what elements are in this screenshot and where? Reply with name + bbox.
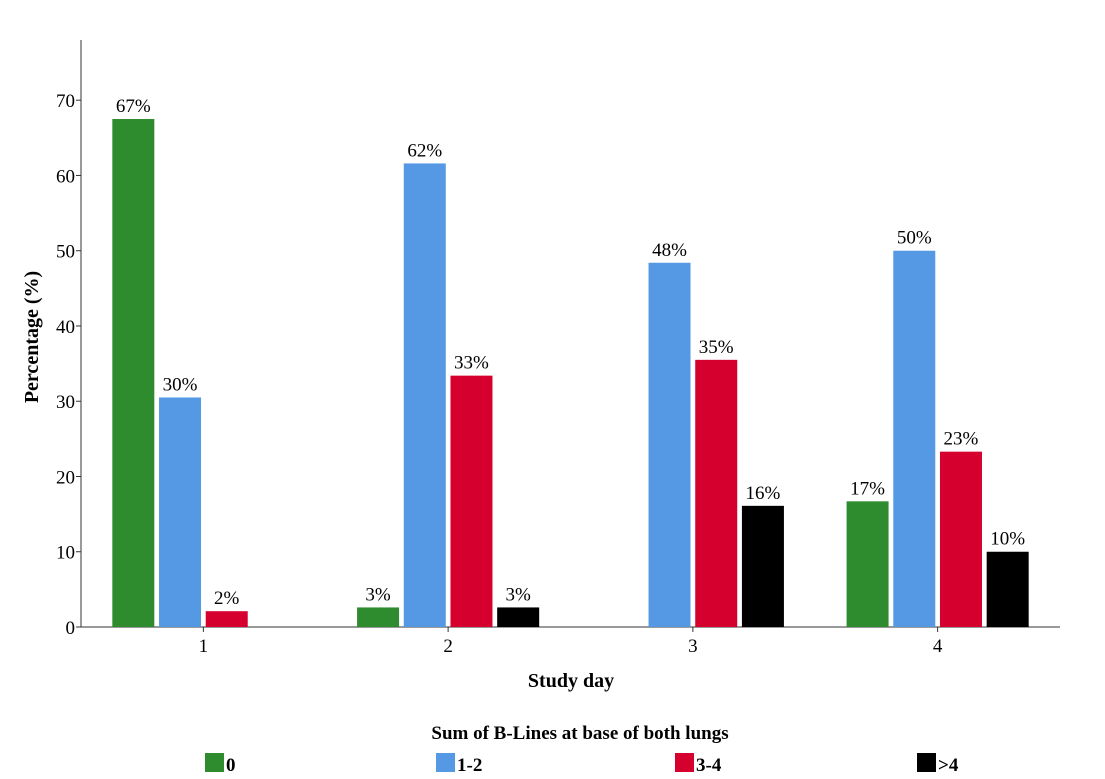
x-tick-label: 4 [933,636,943,657]
data-label: 50% [897,228,932,249]
data-label: 30% [163,374,198,395]
legend-swatch->4 [917,753,936,772]
y-tick-label: 50 [56,242,75,263]
data-label: 17% [850,478,885,499]
bar-3-4-day-1 [205,611,248,627]
data-label: 2% [214,588,240,609]
data-label: 23% [944,429,979,450]
bar-1-2-day-4 [893,250,936,627]
x-axis-title: Study day [528,670,614,692]
y-axis-title: Percentage (%) [21,271,43,403]
y-tick-label: 10 [56,543,75,564]
legend-label->4: >4 [938,755,959,776]
x-tick-label: 2 [443,636,453,657]
bars [112,119,1029,628]
data-label: 33% [454,353,489,374]
y-tick-label: 0 [66,618,76,639]
y-tick-label: 60 [56,166,75,187]
data-label: 62% [407,140,442,161]
bar-3-4-day-3 [695,359,738,627]
data-label: 35% [699,337,734,358]
y-tick-label: 20 [56,467,75,488]
x-tick-label: 1 [199,636,209,657]
legend-title: Sum of B-Lines at base of both lungs [431,723,728,744]
legend-label-3-4: 3-4 [696,755,722,776]
legend-label-0: 0 [226,755,236,776]
bar-3-4-day-2 [450,375,493,627]
legend-swatch-3-4 [675,753,694,772]
bar->4-day-4 [986,551,1029,627]
bar-0-day-1 [112,119,155,628]
bar-0-day-2 [357,607,400,627]
x-tick-label: 3 [688,636,698,657]
data-label: 67% [116,96,151,117]
legend: 0 1-2 3-4 >4 [205,753,959,776]
data-label: 3% [365,584,391,605]
data-label: 3% [506,584,532,605]
legend-label-1-2: 1-2 [457,755,482,776]
legend-swatch-1-2 [436,753,455,772]
data-label: 48% [652,240,687,261]
y-tick-label: 40 [56,317,75,338]
data-label: 10% [990,529,1025,550]
data-labels: 67% 30% 2% 3% 62% 33% 3% 48% 35% 16% 17% 50% 23% 10% [116,96,1025,609]
y-tick-label: 30 [56,392,75,413]
y-tick-label: 70 [56,91,75,112]
bar-0-day-4 [846,501,889,627]
bar->4-day-3 [741,505,784,627]
bar-1-2-day-3 [648,262,691,627]
bar-3-4-day-4 [939,451,982,627]
data-label: 16% [746,483,781,504]
bar->4-day-2 [497,607,540,627]
bar-1-2-day-1 [159,397,202,627]
bar-1-2-day-2 [403,163,446,627]
legend-swatch-0 [205,753,224,772]
